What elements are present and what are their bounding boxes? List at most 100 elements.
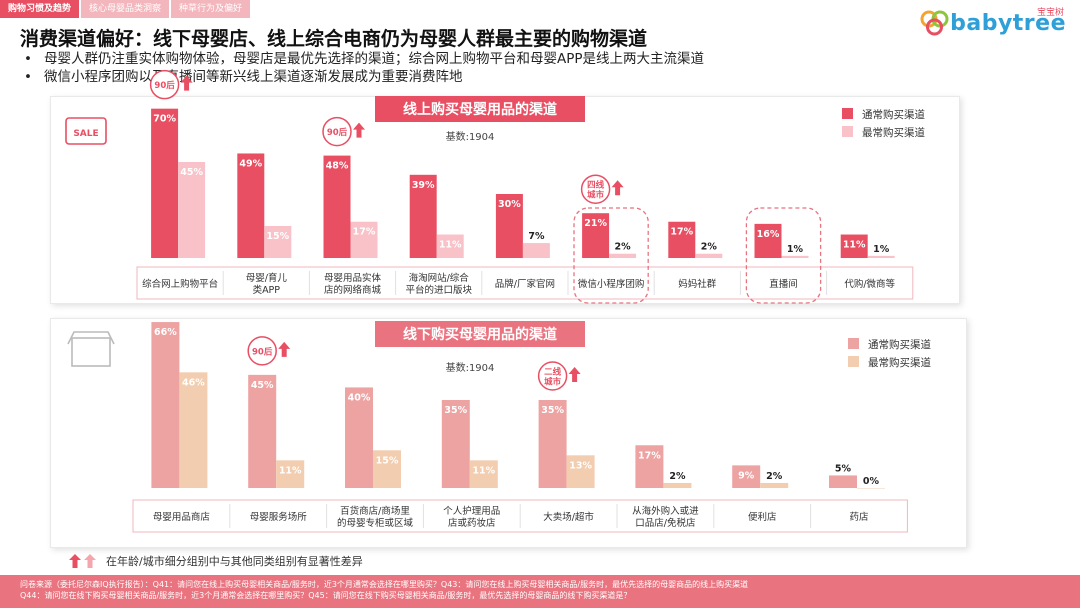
category-label: 母婴服务场所 [250,511,308,523]
legend-label: 通常购买渠道 [862,108,925,121]
chart-title-banner [375,321,585,347]
bar-usual [538,400,567,488]
category-label: 便利店 [748,511,777,523]
category-label: 母婴用品实体 [324,272,382,284]
data-label-preferred: 1% [873,244,890,255]
badge-label: 90后 [327,127,348,138]
store-icon [71,337,111,367]
store-icon-roof [67,331,115,345]
badge-circle [580,174,611,204]
bar-preferred [522,243,550,258]
data-label-preferred: 2% [669,471,686,482]
data-label-preferred: 7% [528,231,545,242]
data-label-usual: 17% [638,450,661,461]
sale-icon-label: SALE [73,129,98,139]
category-label: 药店 [849,511,868,523]
arrow-up-icon [278,341,291,357]
bar-usual [495,194,523,258]
bar-usual [732,465,761,488]
data-label-usual: 70% [153,114,176,125]
category-label: 妈妈社群 [678,278,717,290]
badge-label: 90后 [252,346,273,357]
category-label: 的母婴专柜或区域 [337,517,414,529]
bar-usual [409,174,437,258]
tab-shopping-habits[interactable]: 购物习惯及趋势 [0,0,80,18]
category-label: 母婴/育儿 [246,272,288,284]
legend-label: 最常购买渠道 [868,356,931,369]
legend-swatch [848,338,859,349]
data-label-preferred: 2% [766,471,783,482]
significance-note-text: 在年龄/城市细分组别中与其他同类组别有显著性差异 [106,555,363,568]
bar-usual [248,374,277,488]
bar-usual [151,322,180,488]
data-label-preferred: 2% [615,242,632,253]
category-label: 大卖场/超市 [543,511,594,523]
arrow-up-icon [180,75,193,91]
tab-core-categories[interactable]: 核心母婴品类洞察 [81,0,170,18]
category-label: 个人护理用品 [443,505,500,517]
data-label-preferred: 11% [439,240,462,251]
bar-preferred [760,482,789,488]
bullet-item: 母婴人群仍注重实体购物体验，母婴店是最优先选择的渠道；综合网上购物平台和母婴AP… [20,50,704,68]
logo-text: babytree [950,10,1066,36]
bar-preferred [663,482,692,488]
bar-preferred [373,450,401,488]
badge-label: 二线 [544,367,562,378]
highlight-box [573,207,649,304]
category-label: 口品店/免税店 [635,517,695,529]
bar-usual [237,153,265,258]
category-row [136,266,914,300]
category-label: 店的网络商城 [324,284,382,296]
arrow-up-icon [69,554,96,568]
bar-usual [840,234,868,258]
data-label-preferred: 11% [279,465,302,476]
babytree-logo-icon [920,10,949,36]
legend-swatch [848,356,859,367]
category-label: 从海外购入或进 [632,505,699,517]
data-label-preferred: 11% [472,465,495,476]
chart-title-banner [375,96,585,122]
arrow-up-icon [611,180,624,196]
bar-preferred [179,372,208,488]
data-label-usual: 48% [326,161,349,172]
category-label: 微信小程序团购 [578,278,645,290]
bar-preferred [264,226,292,258]
bar-usual [441,400,470,488]
data-label-usual: 39% [412,180,435,191]
badge-circle [537,361,568,391]
tab-seeding-behavior[interactable]: 种草行为及偏好 [171,0,251,18]
chart-title: 线下购买母婴用品的渠道 [403,326,557,343]
badge-label: 城市 [544,377,562,388]
bar-usual [754,223,782,258]
data-label-preferred: 0% [863,476,880,487]
chart-base-label: 基数:1904 [446,361,495,374]
data-label-usual: 9% [738,470,755,481]
data-label-preferred: 15% [266,231,289,242]
data-label-preferred: 1% [787,244,804,255]
sale-shirt-icon [65,117,107,145]
category-label: 类APP [253,284,281,296]
bar-usual [345,387,373,488]
footer-line: Q44：请问您在线下购买母婴相关商品/服务时，近3个月通常会选择在哪里购买？Q4… [20,591,632,600]
bar-preferred [566,455,595,488]
data-label-usual: 35% [444,405,467,416]
data-label-usual: 30% [498,199,521,210]
category-label: 代购/微商等 [844,278,895,290]
babytree-logo: babytree 宝宝树 [920,6,1066,40]
badge-circle [149,69,180,100]
bar-usual [582,213,610,258]
badge-circle [247,336,277,366]
bar-preferred [469,460,498,488]
footer-source: 问卷来源（委托尼尔森IQ执行报告）：Q41：请问您在线上购买母婴相关商品/服务时… [0,575,1080,608]
data-label-usual: 5% [835,463,852,474]
bar-preferred [436,234,464,258]
data-label-preferred: 45% [180,167,203,178]
category-label: 母婴用品商店 [153,511,210,523]
category-label: 平台的进口版块 [405,284,472,296]
data-label-usual: 11% [843,240,866,251]
charts-canvas: 线上购买母婴用品的渠道基数:1904通常购买渠道最常购买渠道综合网上购物平台母婴… [65,69,931,533]
data-label-usual: 16% [757,229,780,240]
category-label: 百货商店/商场里 [340,505,410,517]
bar-preferred [867,255,895,258]
data-label-usual: 21% [584,218,607,229]
